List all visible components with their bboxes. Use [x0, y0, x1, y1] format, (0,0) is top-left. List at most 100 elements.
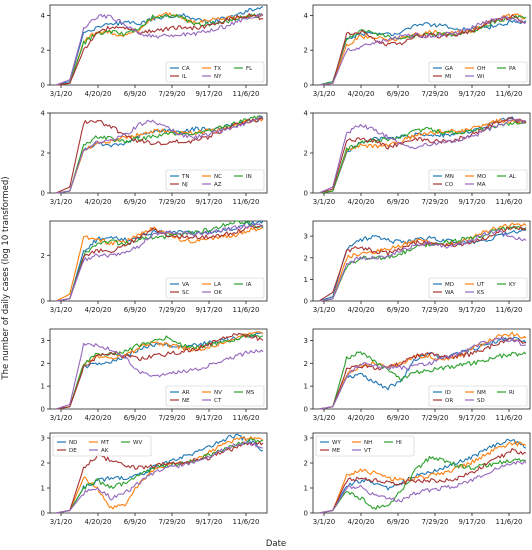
y-tick-label: 3 — [304, 233, 308, 241]
legend: MN MO AL CO MA — [428, 169, 528, 191]
series-line-ia — [55, 220, 264, 302]
y-tick-label: 0 — [304, 510, 308, 518]
panel-5: 0 2 3/1/20 4/20/20 6/9/20 7/29/20 9/17/20 11/6/… — [41, 220, 268, 314]
y-tick-label: 0 — [304, 406, 308, 414]
x-tick-label: 3/1/20 — [50, 90, 73, 98]
x-tick-label: 9/17/20 — [196, 414, 223, 422]
plot-frame — [49, 4, 268, 86]
legend-label: OH — [477, 66, 485, 72]
legend-label: WY — [332, 440, 341, 446]
x-tick-label: 4/20/20 — [348, 198, 375, 206]
series-line-mo — [318, 118, 527, 194]
legend-label: IA — [246, 282, 252, 288]
x-tick-label: 6/9/20 — [124, 306, 147, 314]
legend-label: SC — [182, 290, 189, 296]
legend-box — [428, 61, 528, 83]
legend-label: MD — [445, 282, 454, 288]
x-tick-label: 7/29/20 — [159, 306, 186, 314]
y-tick-label: 4 — [41, 12, 46, 20]
series-line-ct — [55, 342, 264, 410]
y-tick-label: 2 — [41, 47, 45, 55]
series-line-ks — [318, 229, 527, 302]
y-tick-label: 0 — [41, 510, 45, 518]
x-tick-label: 7/29/20 — [159, 198, 186, 206]
series-line-nv — [55, 331, 264, 410]
legend-label: AR — [182, 390, 190, 396]
x-tick-label: 11/6/20 — [496, 518, 523, 526]
x-tick-label: 7/29/20 — [159, 90, 186, 98]
legend-label: WV — [133, 440, 142, 446]
x-tick-label: 11/6/20 — [496, 90, 523, 98]
y-tick-label: 4 — [304, 12, 309, 20]
x-axis-title: Date — [266, 539, 286, 549]
x-tick-label: 7/29/20 — [422, 414, 449, 422]
series-line-de — [55, 441, 264, 514]
x-tick-label: 7/29/20 — [422, 90, 449, 98]
legend-label: CO — [445, 182, 454, 188]
series-line-me — [318, 447, 527, 514]
x-tick-label: 9/17/20 — [459, 518, 486, 526]
y-axis-title: The number of daily cases (log 10 transf… — [1, 176, 11, 380]
x-tick-label: 4/20/20 — [85, 414, 112, 422]
series-line-az — [55, 115, 264, 194]
legend-label: RI — [509, 390, 515, 396]
legend: ID NM RI OR SD — [428, 385, 528, 407]
legend-label: MT — [101, 440, 110, 446]
x-tick-label: 9/17/20 — [459, 414, 486, 422]
panel-4: 0 2 4 3/1/20 4/20/20 6/9/20 7/29/20 9/17/20 11/6… — [304, 110, 531, 206]
y-tick-label: 2 — [304, 460, 308, 468]
legend-label: NY — [214, 74, 222, 80]
series-line-nh — [318, 441, 527, 514]
series-line-ms — [55, 333, 264, 410]
series-line-ga — [318, 19, 527, 86]
legend-label: HI — [396, 440, 402, 446]
legend-label: AZ — [214, 182, 222, 188]
series-line-ak — [55, 441, 264, 514]
x-tick-label: 3/1/20 — [50, 198, 73, 206]
x-tick-label: 4/20/20 — [85, 306, 112, 314]
legend: AR NV MS NE CT — [165, 385, 265, 407]
x-tick-label: 3/1/20 — [313, 518, 336, 526]
series-line-ri — [318, 351, 527, 410]
series-line-ny — [55, 13, 264, 86]
legend-label: UT — [477, 282, 485, 288]
y-tick-label: 4 — [41, 110, 46, 118]
x-tick-label: 4/20/20 — [85, 518, 112, 526]
series-line-fl — [55, 13, 264, 86]
y-tick-label: 3 — [304, 337, 308, 345]
legend-label: VA — [182, 282, 189, 288]
x-tick-label: 11/6/20 — [496, 414, 523, 422]
legend: ND MT WV DE AK — [52, 435, 152, 457]
legend-label: DE — [69, 448, 77, 454]
x-tick-label: 6/9/20 — [387, 198, 410, 206]
x-tick-label: 7/29/20 — [422, 306, 449, 314]
legend: MD UT KY WA KS — [428, 277, 528, 299]
y-tick-label: 0 — [304, 82, 308, 90]
x-tick-label: 3/1/20 — [50, 414, 73, 422]
legend-label: ND — [69, 440, 77, 446]
panel-8: 0 1 2 3 3/1/20 4/20/20 6/9/20 7/29/20 9/17/20 11/… — [304, 328, 531, 422]
x-tick-label: 6/9/20 — [387, 414, 410, 422]
x-tick-label: 4/20/20 — [348, 518, 375, 526]
legend-box — [315, 435, 415, 457]
legend-label: NM — [477, 390, 486, 396]
legend-label: WA — [445, 290, 454, 296]
x-tick-label: 11/6/20 — [233, 414, 260, 422]
x-tick-label: 11/6/20 — [233, 518, 260, 526]
x-tick-label: 3/1/20 — [50, 306, 73, 314]
y-tick-label: 0 — [41, 190, 45, 198]
x-tick-label: 11/6/20 — [496, 198, 523, 206]
x-tick-label: 3/1/20 — [313, 306, 336, 314]
legend-label: KS — [477, 290, 485, 296]
x-tick-label: 7/29/20 — [422, 198, 449, 206]
legend-label: MA — [477, 182, 486, 188]
legend-box — [428, 169, 528, 191]
x-tick-label: 6/9/20 — [124, 414, 147, 422]
plot-frame — [312, 328, 531, 410]
y-tick-label: 2 — [41, 252, 45, 260]
series-line-wy — [318, 438, 527, 514]
legend-label: IL — [182, 74, 188, 80]
legend-label: MO — [477, 174, 487, 180]
y-tick-label: 2 — [41, 460, 45, 468]
